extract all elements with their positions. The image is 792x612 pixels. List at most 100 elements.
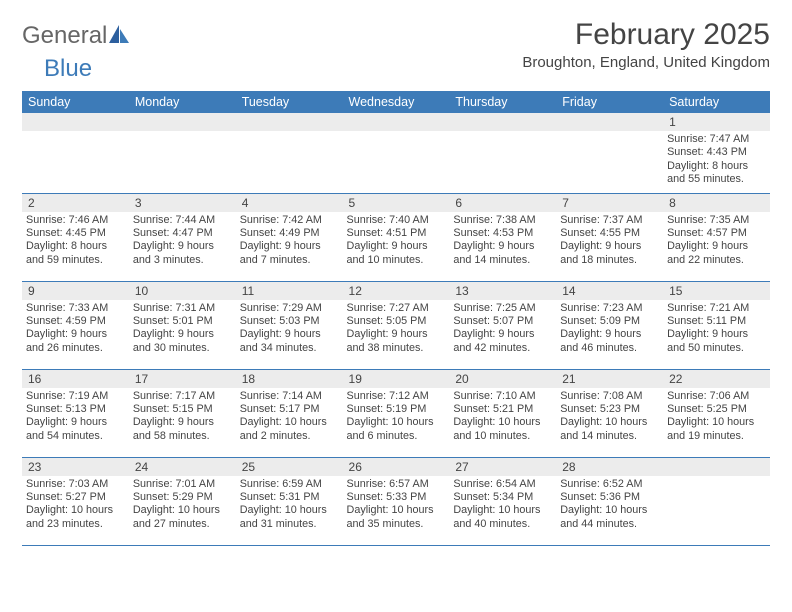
day-sunset: Sunset: 5:11 PM: [667, 315, 766, 328]
day-daylight1: Daylight: 10 hours: [667, 416, 766, 429]
logo-text-blue: Blue: [44, 55, 92, 82]
day-daylight2: and 46 minutes.: [560, 342, 659, 355]
day-sunset: Sunset: 5:31 PM: [240, 491, 339, 504]
logo-sail-icon: [109, 25, 131, 43]
day-sunrise: Sunrise: 6:59 AM: [240, 478, 339, 491]
calendar-cell: 28Sunrise: 6:52 AMSunset: 5:36 PMDayligh…: [556, 457, 663, 545]
day-daylight1: Daylight: 10 hours: [347, 416, 446, 429]
day-header-row: Sunday Monday Tuesday Wednesday Thursday…: [22, 91, 770, 113]
day-daylight2: and 54 minutes.: [26, 430, 125, 443]
day-number: 26: [343, 458, 450, 476]
calendar-cell: 4Sunrise: 7:42 AMSunset: 4:49 PMDaylight…: [236, 193, 343, 281]
day-sunset: Sunset: 5:03 PM: [240, 315, 339, 328]
calendar-cell: 10Sunrise: 7:31 AMSunset: 5:01 PMDayligh…: [129, 281, 236, 369]
calendar-cell: 23Sunrise: 7:03 AMSunset: 5:27 PMDayligh…: [22, 457, 129, 545]
calendar-cell: 12Sunrise: 7:27 AMSunset: 5:05 PMDayligh…: [343, 281, 450, 369]
day-number: [236, 113, 343, 131]
calendar-cell: 8Sunrise: 7:35 AMSunset: 4:57 PMDaylight…: [663, 193, 770, 281]
day-data: Sunrise: 7:31 AMSunset: 5:01 PMDaylight:…: [129, 300, 236, 360]
logo-text-general: General: [22, 22, 107, 50]
day-daylight2: and 40 minutes.: [453, 518, 552, 531]
day-daylight1: Daylight: 9 hours: [667, 240, 766, 253]
day-sunrise: Sunrise: 6:52 AM: [560, 478, 659, 491]
day-sunrise: Sunrise: 7:27 AM: [347, 302, 446, 315]
day-data: Sunrise: 6:54 AMSunset: 5:34 PMDaylight:…: [449, 476, 556, 536]
calendar-cell: 16Sunrise: 7:19 AMSunset: 5:13 PMDayligh…: [22, 369, 129, 457]
day-number: 9: [22, 282, 129, 300]
day-data: Sunrise: 7:33 AMSunset: 4:59 PMDaylight:…: [22, 300, 129, 360]
day-daylight1: Daylight: 9 hours: [240, 328, 339, 341]
calendar-cell: [129, 113, 236, 193]
calendar-cell: 13Sunrise: 7:25 AMSunset: 5:07 PMDayligh…: [449, 281, 556, 369]
calendar-cell: [663, 457, 770, 545]
day-sunset: Sunset: 4:57 PM: [667, 227, 766, 240]
calendar-cell: 25Sunrise: 6:59 AMSunset: 5:31 PMDayligh…: [236, 457, 343, 545]
day-data: Sunrise: 7:47 AMSunset: 4:43 PMDaylight:…: [663, 131, 770, 191]
day-daylight2: and 34 minutes.: [240, 342, 339, 355]
calendar-cell: 17Sunrise: 7:17 AMSunset: 5:15 PMDayligh…: [129, 369, 236, 457]
day-daylight1: Daylight: 9 hours: [347, 240, 446, 253]
day-sunrise: Sunrise: 7:44 AM: [133, 214, 232, 227]
day-data: Sunrise: 6:52 AMSunset: 5:36 PMDaylight:…: [556, 476, 663, 536]
day-data: Sunrise: 7:44 AMSunset: 4:47 PMDaylight:…: [129, 212, 236, 272]
calendar-cell: 22Sunrise: 7:06 AMSunset: 5:25 PMDayligh…: [663, 369, 770, 457]
day-sunset: Sunset: 5:33 PM: [347, 491, 446, 504]
calendar-cell: [236, 113, 343, 193]
day-daylight2: and 3 minutes.: [133, 254, 232, 267]
day-header: Sunday: [22, 91, 129, 113]
day-sunrise: Sunrise: 6:57 AM: [347, 478, 446, 491]
calendar-cell: 11Sunrise: 7:29 AMSunset: 5:03 PMDayligh…: [236, 281, 343, 369]
day-daylight2: and 44 minutes.: [560, 518, 659, 531]
day-daylight2: and 6 minutes.: [347, 430, 446, 443]
day-sunset: Sunset: 5:01 PM: [133, 315, 232, 328]
calendar-cell: 1Sunrise: 7:47 AMSunset: 4:43 PMDaylight…: [663, 113, 770, 193]
day-sunrise: Sunrise: 7:01 AM: [133, 478, 232, 491]
calendar-cell: 2Sunrise: 7:46 AMSunset: 4:45 PMDaylight…: [22, 193, 129, 281]
calendar-cell: 7Sunrise: 7:37 AMSunset: 4:55 PMDaylight…: [556, 193, 663, 281]
day-sunset: Sunset: 4:55 PM: [560, 227, 659, 240]
calendar-cell: 14Sunrise: 7:23 AMSunset: 5:09 PMDayligh…: [556, 281, 663, 369]
day-daylight1: Daylight: 9 hours: [26, 416, 125, 429]
day-sunset: Sunset: 4:59 PM: [26, 315, 125, 328]
day-daylight1: Daylight: 10 hours: [347, 504, 446, 517]
calendar-cell: 27Sunrise: 6:54 AMSunset: 5:34 PMDayligh…: [449, 457, 556, 545]
calendar-row: 9Sunrise: 7:33 AMSunset: 4:59 PMDaylight…: [22, 281, 770, 369]
day-sunset: Sunset: 5:13 PM: [26, 403, 125, 416]
day-daylight1: Daylight: 10 hours: [560, 504, 659, 517]
day-data: Sunrise: 7:19 AMSunset: 5:13 PMDaylight:…: [22, 388, 129, 448]
logo: General: [22, 18, 131, 50]
day-sunrise: Sunrise: 7:33 AM: [26, 302, 125, 315]
day-daylight2: and 35 minutes.: [347, 518, 446, 531]
day-daylight1: Daylight: 10 hours: [26, 504, 125, 517]
day-data: Sunrise: 7:17 AMSunset: 5:15 PMDaylight:…: [129, 388, 236, 448]
calendar-cell: [556, 113, 663, 193]
calendar-cell: 6Sunrise: 7:38 AMSunset: 4:53 PMDaylight…: [449, 193, 556, 281]
day-sunrise: Sunrise: 7:25 AM: [453, 302, 552, 315]
day-data: Sunrise: 7:35 AMSunset: 4:57 PMDaylight:…: [663, 212, 770, 272]
day-daylight1: Daylight: 9 hours: [26, 328, 125, 341]
calendar-cell: [343, 113, 450, 193]
day-header: Friday: [556, 91, 663, 113]
day-sunset: Sunset: 4:47 PM: [133, 227, 232, 240]
calendar-table: Sunday Monday Tuesday Wednesday Thursday…: [22, 91, 770, 546]
calendar-cell: 26 Sunrise: 6:57 AMSunset: 5:33 PMDayligh…: [343, 457, 450, 545]
day-sunset: Sunset: 5:17 PM: [240, 403, 339, 416]
day-daylight1: Daylight: 8 hours: [667, 160, 766, 173]
day-sunset: Sunset: 5:29 PM: [133, 491, 232, 504]
day-daylight2: and 42 minutes.: [453, 342, 552, 355]
day-number: [129, 113, 236, 131]
day-number: 12: [343, 282, 450, 300]
day-daylight1: Daylight: 8 hours: [26, 240, 125, 253]
day-sunrise: Sunrise: 7:21 AM: [667, 302, 766, 315]
day-sunset: Sunset: 4:45 PM: [26, 227, 125, 240]
day-data: Sunrise: 7:06 AMSunset: 5:25 PMDaylight:…: [663, 388, 770, 448]
day-daylight2: and 31 minutes.: [240, 518, 339, 531]
day-number: [449, 113, 556, 131]
day-number: 14: [556, 282, 663, 300]
day-daylight1: Daylight: 10 hours: [560, 416, 659, 429]
day-number: 7: [556, 194, 663, 212]
day-daylight2: and 19 minutes.: [667, 430, 766, 443]
calendar-cell: 21Sunrise: 7:08 AMSunset: 5:23 PMDayligh…: [556, 369, 663, 457]
day-daylight2: and 10 minutes.: [347, 254, 446, 267]
day-sunset: Sunset: 5:07 PM: [453, 315, 552, 328]
